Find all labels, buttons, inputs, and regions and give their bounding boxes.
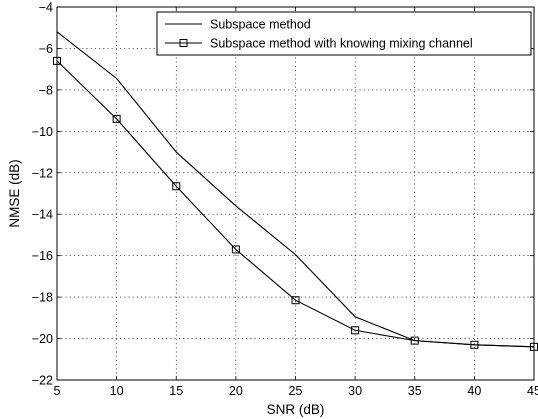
series-2-marker	[291, 296, 300, 305]
series-2-marker	[172, 182, 181, 191]
series-2-marker	[351, 326, 360, 335]
x-tick-label: 30	[348, 384, 362, 398]
x-tick-label: 45	[527, 384, 538, 398]
series-2-marker	[410, 336, 419, 345]
y-tick-label: −20	[32, 332, 53, 346]
legend-box	[156, 11, 532, 56]
series-2-marker	[470, 340, 479, 349]
y-tick-label: −12	[32, 166, 53, 180]
legend-label-1: Subspace method	[210, 18, 311, 32]
x-tick-label: 40	[467, 384, 481, 398]
series-line-2	[56, 60, 535, 348]
x-tick-label: 20	[229, 384, 243, 398]
legend-label-2: Subspace method with knowing mixing chan…	[210, 37, 473, 51]
x-tick-label: 5	[54, 384, 61, 398]
x-tick-label: 25	[289, 384, 303, 398]
legend-marker-2	[179, 39, 188, 47]
grid	[57, 7, 534, 380]
y-tick-label: −8	[39, 83, 53, 97]
x-tick-label: 35	[408, 384, 422, 398]
series-2-marker	[112, 114, 121, 123]
y-tick-label: −6	[39, 42, 53, 56]
axis-ticks: 5 10 15 20 25 30 35 40 45 −4 −6 −8 −10 −12 −14 −16 −18 −2…	[32, 1, 538, 399]
x-tick-label: 10	[110, 384, 124, 398]
x-tick-label: 15	[169, 384, 183, 398]
y-tick-label: −18	[32, 291, 53, 305]
series-layer	[53, 31, 538, 351]
y-tick-label: −22	[32, 374, 53, 388]
series-2-marker	[231, 245, 240, 254]
y-axis-label: NMSE (dB)	[7, 159, 22, 227]
legend: Subspace method Subspace method with know…	[156, 11, 532, 56]
y-tick-label: −14	[32, 208, 53, 222]
y-tick-label: −16	[32, 249, 53, 263]
y-tick-label: −10	[32, 125, 53, 139]
x-axis-label: SNR (dB)	[267, 402, 325, 417]
y-tick-label: −4	[39, 1, 53, 15]
plot-frame	[56, 6, 535, 381]
